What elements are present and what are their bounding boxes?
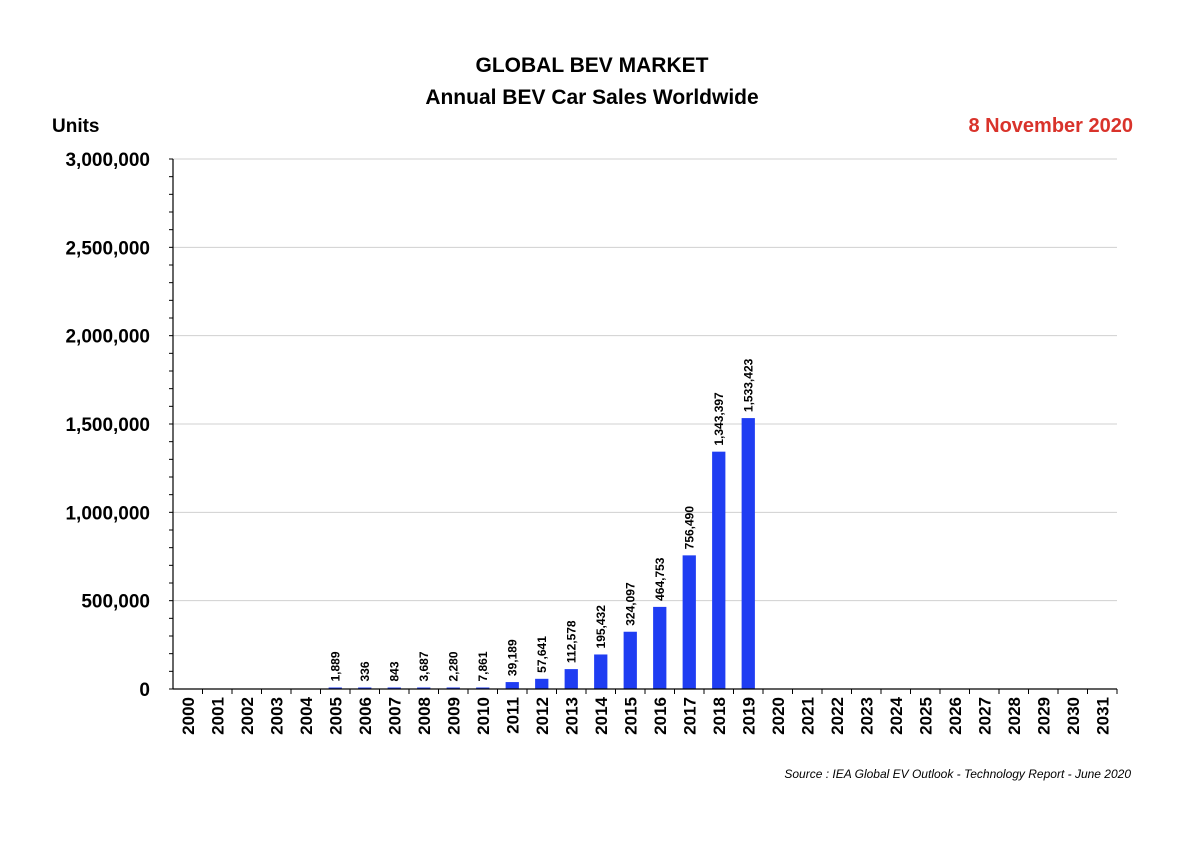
x-tick-label: 2007 — [385, 697, 404, 735]
x-tick-label: 2014 — [592, 696, 611, 734]
bar — [712, 451, 726, 689]
y-tick-label: 500,000 — [81, 592, 150, 613]
x-tick-label: 2028 — [1005, 697, 1024, 735]
x-tick-label: 2011 — [503, 697, 522, 734]
data-label: 843 — [387, 661, 401, 681]
chart-subtitle: Annual BEV Car Sales Worldwide — [425, 86, 758, 109]
axes — [169, 158, 1118, 694]
x-tick-label: 2020 — [769, 697, 788, 735]
bar — [564, 669, 578, 689]
y-tick-label: 0 — [139, 680, 150, 701]
y-tick-label: 1,500,000 — [65, 415, 150, 436]
data-label: 756,490 — [682, 506, 696, 550]
x-tick-label: 2008 — [415, 697, 434, 735]
data-label: 2,280 — [446, 651, 460, 681]
gridlines — [173, 158, 1117, 602]
x-tick-label: 2029 — [1034, 697, 1053, 735]
x-tick-label: 2012 — [533, 697, 552, 735]
data-label: 112,578 — [564, 620, 578, 663]
data-labels: 1,889 336 843 3,687 2,280 7,861 39,189 57,641 11… — [328, 358, 755, 681]
y-tick-label: 2,500,000 — [65, 238, 150, 259]
x-tick-label: 2023 — [857, 697, 876, 735]
bar — [682, 555, 696, 689]
bars — [328, 418, 755, 689]
x-tick-label: 2009 — [444, 697, 463, 735]
x-tick-label: 2004 — [297, 696, 316, 734]
bar — [358, 687, 372, 689]
data-label: 1,889 — [328, 651, 342, 681]
y-tick-label: 1,000,000 — [65, 503, 150, 524]
x-tick-labels: 2000 2001 2002 2003 2004 2005 2006 2007 2008 2009… — [179, 696, 1113, 734]
x-tick-label: 2003 — [267, 697, 286, 735]
y-axis-label: Units — [52, 116, 100, 137]
x-tick-label: 2027 — [975, 697, 994, 735]
y-tick-labels: 0 500,000 1,000,000 1,500,000 2,000,000 2,500… — [65, 150, 150, 701]
data-label: 336 — [358, 661, 372, 681]
source-note: Source : IEA Global EV Outlook - Technol… — [784, 767, 1131, 781]
bar — [328, 687, 342, 689]
data-label: 1,533,423 — [741, 358, 755, 412]
data-label: 39,189 — [505, 639, 519, 676]
x-tick-label: 2016 — [651, 697, 670, 735]
y-tick-label: 3,000,000 — [65, 150, 150, 171]
x-tick-label: 2021 — [798, 697, 817, 735]
date-label: 8 November 2020 — [968, 115, 1133, 137]
x-tick-label: 2025 — [916, 697, 935, 735]
data-label: 57,641 — [535, 636, 549, 673]
data-label: 324,097 — [623, 582, 637, 626]
chart-title: GLOBAL BEV MARKET — [476, 54, 709, 77]
x-tick-label: 2005 — [326, 697, 345, 735]
bar — [594, 654, 608, 689]
data-label: 464,753 — [653, 557, 667, 601]
data-label: 7,861 — [476, 651, 490, 681]
x-tick-label: 2000 — [179, 697, 198, 735]
x-tick-label: 2006 — [356, 697, 375, 735]
bar — [505, 682, 519, 689]
bar — [535, 678, 549, 689]
bar — [476, 687, 490, 689]
x-tick-label: 2017 — [680, 697, 699, 735]
bar — [653, 606, 667, 689]
x-tick-label: 2015 — [621, 697, 640, 735]
bar — [446, 687, 460, 689]
x-tick-label: 2030 — [1064, 697, 1083, 735]
bar — [741, 418, 755, 689]
y-tick-label: 2,000,000 — [65, 327, 150, 348]
x-tick-label: 2026 — [946, 697, 965, 735]
x-tick-label: 2022 — [828, 697, 847, 735]
x-tick-label: 2024 — [887, 696, 906, 734]
data-label: 3,687 — [417, 651, 431, 681]
bar — [387, 687, 401, 689]
x-tick-label: 2002 — [238, 697, 257, 735]
x-tick-label: 2018 — [710, 697, 729, 735]
data-label: 195,432 — [594, 605, 608, 649]
x-tick-label: 2031 — [1093, 697, 1112, 735]
x-tick-label: 2013 — [562, 697, 581, 735]
bar — [623, 631, 637, 689]
x-tick-label: 2019 — [739, 697, 758, 735]
x-tick-label: 2010 — [474, 697, 493, 735]
x-tick-label: 2001 — [208, 697, 227, 735]
data-label: 1,343,397 — [712, 392, 726, 446]
bar — [417, 687, 431, 689]
